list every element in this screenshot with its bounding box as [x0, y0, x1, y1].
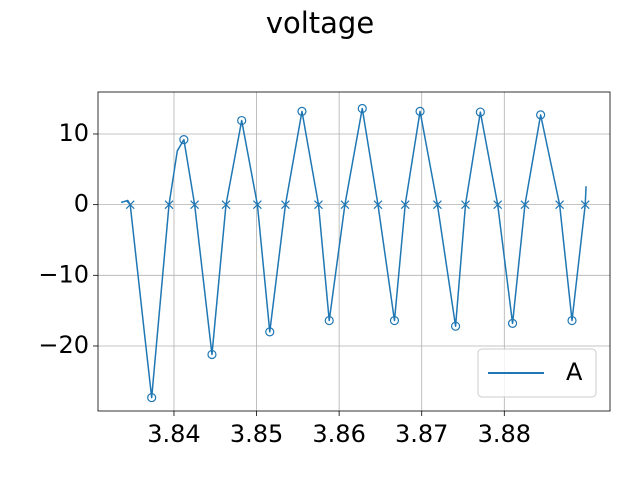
- peak-marker: [324, 315, 334, 326]
- x-tick-label: 3.85: [230, 420, 283, 448]
- peak-marker: [179, 135, 189, 145]
- y-tick-label: −20: [38, 331, 89, 359]
- peak-marker: [450, 321, 461, 331]
- zero-marker: [164, 200, 174, 210]
- y-tick-label: 0: [74, 190, 89, 218]
- zero-marker: [580, 200, 590, 210]
- peak-marker: [357, 103, 367, 114]
- zero-marker: [432, 200, 442, 210]
- plot-frame: [97, 91, 611, 412]
- zero-marker: [252, 200, 262, 210]
- y-tick-label: 10: [58, 119, 89, 147]
- peak-marker: [237, 115, 247, 126]
- x-tick-label: 3.86: [312, 420, 365, 448]
- peak-marker: [567, 315, 577, 326]
- peak-marker: [297, 106, 307, 116]
- zero-marker: [400, 200, 410, 210]
- peak-marker: [147, 392, 157, 403]
- x-tick-label: 3.84: [147, 420, 200, 448]
- zero-marker: [340, 200, 350, 210]
- peak-marker: [475, 107, 485, 117]
- peak-marker: [207, 349, 217, 360]
- zero-marker: [190, 200, 200, 210]
- x-tick-label: 3.88: [478, 420, 531, 448]
- series-line: [120, 107, 587, 399]
- x-tick-label: 3.87: [395, 420, 448, 448]
- zero-marker: [373, 200, 383, 210]
- peak-marker: [389, 315, 400, 326]
- chart-title: voltage: [266, 6, 374, 40]
- zero-marker: [493, 200, 503, 210]
- zero-marker: [125, 200, 135, 210]
- peak-marker: [507, 318, 518, 328]
- zero-marker: [281, 200, 290, 210]
- zero-marker: [314, 200, 323, 210]
- peak-marker: [265, 327, 275, 337]
- y-tick-label: −10: [38, 260, 89, 288]
- peak-marker: [536, 110, 546, 120]
- zero-marker: [221, 200, 231, 210]
- peak-marker: [415, 106, 425, 116]
- zero-marker: [520, 200, 530, 210]
- legend-label: A: [566, 358, 583, 386]
- zero-marker: [555, 200, 565, 210]
- zero-marker: [461, 200, 470, 210]
